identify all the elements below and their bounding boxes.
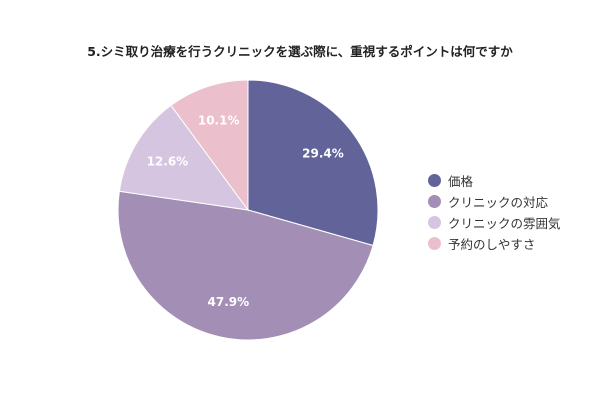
pie-slice-clinic-atmosphere — [118, 104, 250, 211]
data-label-booking-ease: 10.1% — [198, 114, 240, 128]
legend-item-price: 価格 — [428, 170, 561, 191]
legend-item-clinic-atmosphere: クリニックの雰囲気 — [428, 212, 561, 233]
legend-item-clinic-response: クリニックの対応 — [428, 191, 561, 212]
legend-item-booking-ease: 予約のしやすさ — [428, 233, 561, 254]
legend-label-clinic-atmosphere: クリニックの雰囲気 — [448, 216, 561, 231]
data-label-clinic-response: 47.9% — [208, 295, 250, 309]
legend-label-price: 価格 — [448, 174, 474, 189]
legend-label-booking-ease: 予約のしやすさ — [448, 237, 536, 252]
legend-swatch-clinic-response — [428, 195, 441, 208]
pie-slice-booking-ease — [170, 79, 249, 212]
legend: 価格 クリニックの対応 クリニックの雰囲気 予約のしやすさ — [428, 170, 561, 254]
legend-swatch-price — [428, 174, 441, 187]
legend-label-clinic-response: クリニックの対応 — [448, 195, 549, 210]
data-label-price: 29.4% — [302, 146, 344, 160]
pie-data-labels: 29.4% 47.9% 12.6% 10.1% — [147, 114, 344, 309]
legend-swatch-booking-ease — [428, 237, 441, 250]
pie-slice-price — [247, 79, 379, 247]
legend-swatch-clinic-atmosphere — [428, 216, 441, 229]
chart-title: 5.シミ取り治療を行うクリニックを選ぶ際に、重視するポイントは何ですか — [87, 44, 513, 59]
data-label-clinic-atmosphere: 12.6% — [147, 155, 189, 169]
pie-slices — [117, 79, 379, 341]
pie-slice-clinic-response — [117, 190, 374, 341]
